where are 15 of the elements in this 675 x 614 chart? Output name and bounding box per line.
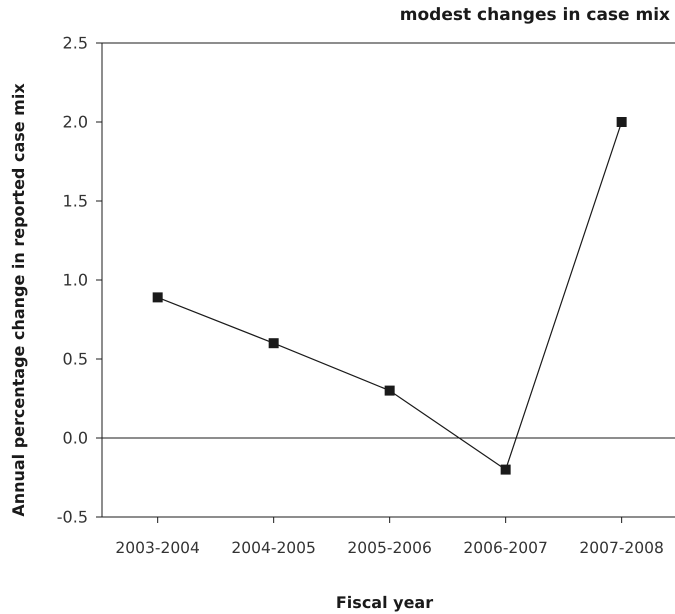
x-axis-title: Fiscal year bbox=[336, 593, 434, 612]
x-tick-label: 2007-2008 bbox=[579, 539, 664, 557]
x-tick-label: 2003-2004 bbox=[115, 539, 200, 557]
y-tick-label: 0.5 bbox=[62, 350, 88, 369]
y-tick-label: -0.5 bbox=[56, 508, 88, 527]
y-tick-label: 0.0 bbox=[62, 428, 88, 448]
y-tick-label: 2.5 bbox=[62, 34, 88, 53]
chart-title: modest changes in case mix bbox=[400, 5, 670, 25]
x-tick-label: 2004-2005 bbox=[231, 539, 316, 557]
x-tick-label: 2005-2006 bbox=[347, 539, 432, 557]
y-tick-label: 1.5 bbox=[62, 192, 88, 211]
y-tick-label: 1.0 bbox=[62, 270, 88, 290]
x-tick-label: 2006-2007 bbox=[463, 539, 548, 557]
y-axis-title: Annual percentage change in reported case mix bbox=[9, 82, 28, 517]
y-tick-label: 2.0 bbox=[62, 112, 88, 132]
